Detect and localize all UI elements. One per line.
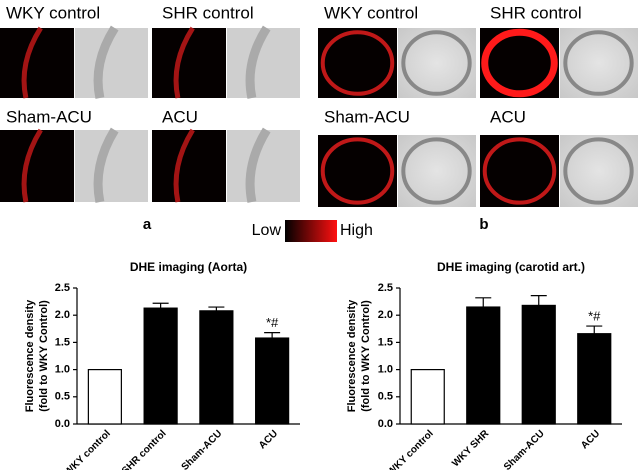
image-label: SHR control — [490, 3, 582, 22]
y-tick-label: 2.0 — [378, 309, 393, 321]
y-tick-label: 2.5 — [378, 282, 393, 294]
brightfield-image — [560, 28, 638, 98]
image-label: WKY control — [6, 3, 100, 22]
brightfield-image — [398, 135, 476, 207]
fluorescence-image — [480, 28, 559, 98]
y-axis-label: Fluorescence density — [346, 299, 358, 412]
image-label: SHR control — [162, 3, 254, 22]
brightfield-image — [560, 135, 638, 207]
y-tick-label: 0.0 — [55, 418, 70, 430]
y-tick-label: 1.0 — [55, 364, 70, 376]
micrographs: WKY control SHR control Sham-ACU ACU WKY con… — [0, 3, 638, 207]
vessel-wall — [245, 127, 271, 203]
significance-label: *# — [266, 315, 279, 330]
vessel-wall — [320, 30, 395, 96]
fluorescence-image — [0, 28, 74, 98]
image-label: ACU — [162, 107, 198, 126]
vessel-wall — [481, 28, 558, 98]
vessel-wall — [245, 25, 271, 99]
vessel-wall — [563, 137, 634, 205]
x-tick-label: WKY control — [386, 428, 436, 470]
panel-label: b — [479, 216, 488, 233]
vessel-wall — [173, 128, 195, 203]
bar — [199, 310, 234, 425]
fluorescence-image — [480, 135, 559, 207]
colorbar — [285, 220, 337, 242]
vessel-wall — [173, 26, 195, 99]
y-axis-label: (fold to WKY Control) — [360, 300, 372, 412]
x-tick-label: WKY control — [63, 428, 113, 470]
y-tick-label: 2.0 — [55, 309, 70, 321]
y-tick-label: 1.5 — [378, 336, 393, 348]
y-tick-label: 0.5 — [55, 391, 70, 403]
panel-label: a — [143, 216, 152, 233]
chart-title: DHE imaging (carotid art.) — [437, 260, 585, 274]
fluorescence-image — [318, 135, 397, 207]
vessel-wall — [563, 30, 634, 96]
vessel-wall — [93, 25, 119, 99]
vessel-wall — [21, 128, 43, 203]
y-tick-label: 0.0 — [378, 418, 393, 430]
y-tick-label: 1.0 — [378, 364, 393, 376]
bar — [255, 337, 290, 425]
colorbar-low: Low — [252, 222, 282, 239]
bar — [143, 307, 178, 425]
y-tick-label: 1.5 — [55, 336, 70, 348]
vessel-wall — [320, 137, 395, 205]
fluorescence-image — [152, 130, 226, 202]
x-tick-label: Sham-ACU — [180, 428, 225, 470]
y-axis-label: Fluorescence density — [24, 299, 36, 412]
significance-label: *# — [588, 309, 601, 324]
x-tick-label: SHR control — [120, 428, 169, 470]
y-tick-label: 2.5 — [55, 282, 70, 294]
y-axis-label: (fold to WKY Control) — [38, 300, 50, 412]
brightfield-image — [398, 28, 476, 98]
bar — [87, 369, 122, 425]
image-label: Sham-ACU — [6, 107, 92, 126]
vessel-wall — [401, 137, 472, 205]
y-tick-label: 0.5 — [378, 391, 393, 403]
vessel-wall — [482, 137, 557, 205]
x-tick-label: ACU — [257, 428, 280, 451]
fluorescence-image — [318, 28, 397, 98]
image-label: Sham-ACU — [324, 107, 410, 126]
chart-title: DHE imaging (Aorta) — [130, 260, 247, 274]
fluorescence-image — [152, 28, 226, 98]
bar — [410, 369, 445, 425]
x-tick-label: Sham-ACU — [502, 428, 547, 470]
vessel-wall — [401, 30, 472, 96]
vessel-wall — [21, 26, 43, 99]
bar — [521, 304, 556, 425]
colorbar-high: High — [340, 222, 373, 239]
image-label: ACU — [490, 107, 526, 126]
x-tick-label: WKY SHR — [450, 428, 492, 470]
bar — [577, 333, 612, 425]
vessel-wall — [93, 127, 119, 203]
image-label: WKY control — [324, 3, 418, 22]
x-tick-label: ACU — [579, 428, 602, 451]
fluorescence-image — [0, 130, 74, 202]
bar — [466, 306, 501, 425]
